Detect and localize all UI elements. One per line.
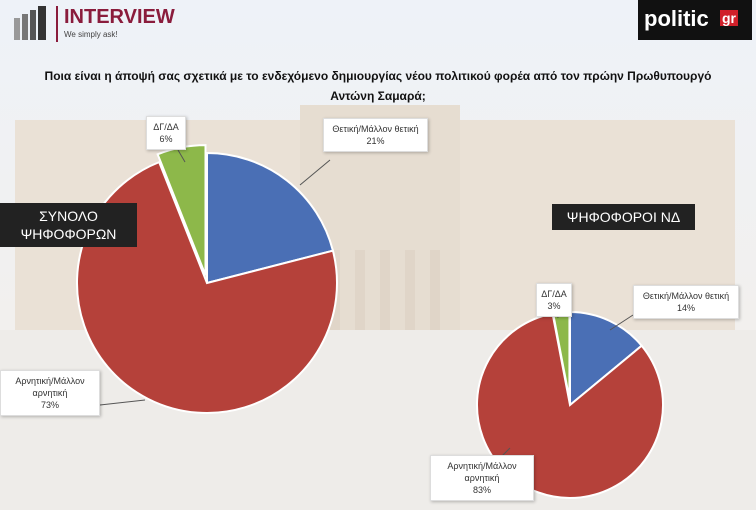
- logo-right-text: politic: [644, 6, 709, 31]
- category-label: Θετική/Μάλλον θετική: [332, 124, 419, 134]
- data-label: Θετική/Μάλλον θετική 21%: [323, 118, 428, 152]
- value-label: 14%: [676, 303, 695, 313]
- value-label: 6%: [159, 134, 173, 144]
- logo-text: INTERVIEW: [64, 6, 175, 28]
- pie-title: ΣΥΝΟΛΟ ΨΗΦΟΦΟΡΩΝ: [0, 203, 137, 247]
- value-label: 21%: [366, 136, 385, 146]
- value-label: 73%: [40, 400, 59, 410]
- category-label: Αρνητική/Μάλλον αρνητική: [447, 461, 517, 483]
- value-label: 83%: [472, 485, 491, 495]
- category-label: ΔΓ/ΔΑ: [153, 122, 179, 132]
- data-label: ΔΓ/ΔΑ 3%: [536, 283, 572, 317]
- category-label: Αρνητική/Μάλλον αρνητική: [15, 376, 85, 398]
- value-label: 3%: [547, 301, 561, 311]
- leader-line: [177, 149, 186, 163]
- data-label: ΔΓ/ΔΑ 6%: [146, 116, 186, 150]
- category-label: Θετική/Μάλλον θετική: [642, 291, 730, 301]
- leader-line: [299, 159, 331, 186]
- pie-slice: [206, 151, 335, 285]
- data-label: Αρνητική/Μάλλον αρνητική 83%: [430, 455, 534, 501]
- logo-right-suffix: gr: [720, 10, 738, 26]
- category-label: ΔΓ/ΔΑ: [541, 289, 567, 299]
- data-label: Θετική/Μάλλον θετική 14%: [633, 285, 739, 319]
- data-label: Αρνητική/Μάλλον αρνητική 73%: [0, 370, 100, 416]
- logo-icon: [14, 6, 46, 40]
- leader-line: [99, 399, 146, 406]
- question: Ποια είναι η άποψή σας σχετικά με το ενδ…: [44, 69, 712, 103]
- logo-left: INTERVIEW We simply ask!: [12, 4, 175, 44]
- pie-slice: [569, 310, 644, 408]
- pie-title: ΨΗΦΟΦΟΡΟΙ ΝΔ: [552, 204, 695, 230]
- tagline: We simply ask!: [64, 30, 118, 39]
- leader-line: [609, 314, 634, 331]
- logo-right: politic gr: [638, 0, 752, 40]
- pie-slice: [476, 312, 664, 499]
